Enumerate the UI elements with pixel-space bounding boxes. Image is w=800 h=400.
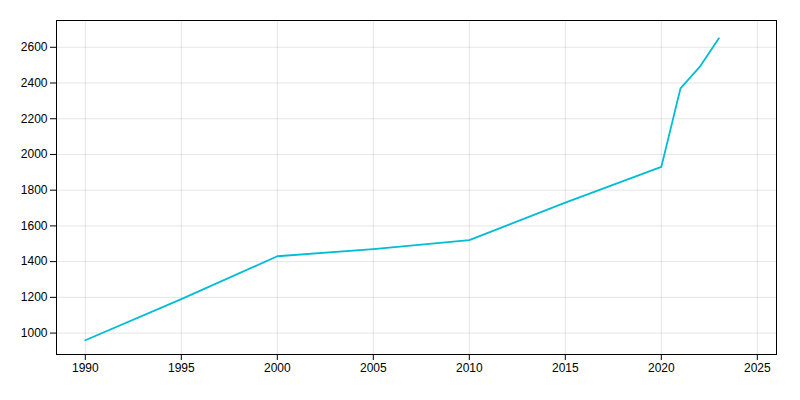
svg-text:2015: 2015	[552, 361, 579, 375]
svg-text:1990: 1990	[72, 361, 99, 375]
svg-text:1600: 1600	[21, 219, 48, 233]
svg-text:2000: 2000	[264, 361, 291, 375]
svg-text:1000: 1000	[21, 326, 48, 340]
svg-text:2600: 2600	[21, 40, 48, 54]
svg-text:1400: 1400	[21, 254, 48, 268]
svg-text:1995: 1995	[168, 361, 195, 375]
svg-text:2020: 2020	[648, 361, 675, 375]
svg-text:2025: 2025	[744, 361, 771, 375]
svg-text:2400: 2400	[21, 76, 48, 90]
svg-text:2200: 2200	[21, 112, 48, 126]
svg-text:2010: 2010	[456, 361, 483, 375]
svg-text:2000: 2000	[21, 147, 48, 161]
svg-text:1200: 1200	[21, 290, 48, 304]
svg-text:1800: 1800	[21, 183, 48, 197]
svg-text:2005: 2005	[360, 361, 387, 375]
